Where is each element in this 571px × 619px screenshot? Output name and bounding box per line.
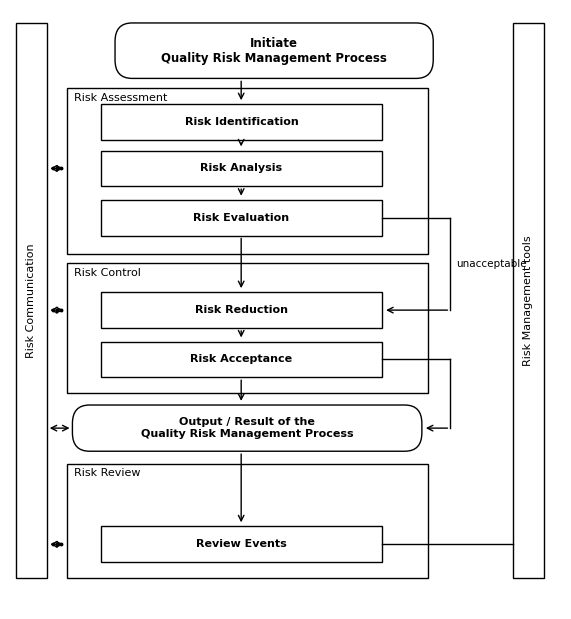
Text: Risk Identification: Risk Identification xyxy=(184,117,298,127)
FancyBboxPatch shape xyxy=(115,23,433,79)
Text: unacceptable: unacceptable xyxy=(456,259,526,269)
Bar xyxy=(101,526,382,562)
Text: Risk Communication: Risk Communication xyxy=(26,243,36,358)
Bar xyxy=(101,150,382,186)
Text: Risk Management tools: Risk Management tools xyxy=(524,235,533,366)
Text: Risk Acceptance: Risk Acceptance xyxy=(190,355,292,365)
Text: Risk Reduction: Risk Reduction xyxy=(195,305,288,315)
Text: Risk Control: Risk Control xyxy=(74,268,140,278)
Bar xyxy=(67,464,428,578)
Bar xyxy=(101,200,382,236)
Bar xyxy=(101,104,382,140)
Bar xyxy=(513,23,544,578)
Text: Risk Evaluation: Risk Evaluation xyxy=(194,213,289,223)
FancyBboxPatch shape xyxy=(73,405,422,451)
Text: Review Events: Review Events xyxy=(196,539,287,549)
Text: Output / Result of the
Quality Risk Management Process: Output / Result of the Quality Risk Mana… xyxy=(141,417,353,439)
Bar xyxy=(67,88,428,254)
Text: Risk Review: Risk Review xyxy=(74,469,140,478)
Bar xyxy=(15,23,47,578)
Text: Risk Analysis: Risk Analysis xyxy=(200,163,283,173)
Bar xyxy=(101,342,382,378)
Bar xyxy=(67,263,428,392)
Text: Initiate
Quality Risk Management Process: Initiate Quality Risk Management Process xyxy=(161,37,387,65)
Bar xyxy=(101,292,382,328)
Text: Risk Assessment: Risk Assessment xyxy=(74,93,167,103)
